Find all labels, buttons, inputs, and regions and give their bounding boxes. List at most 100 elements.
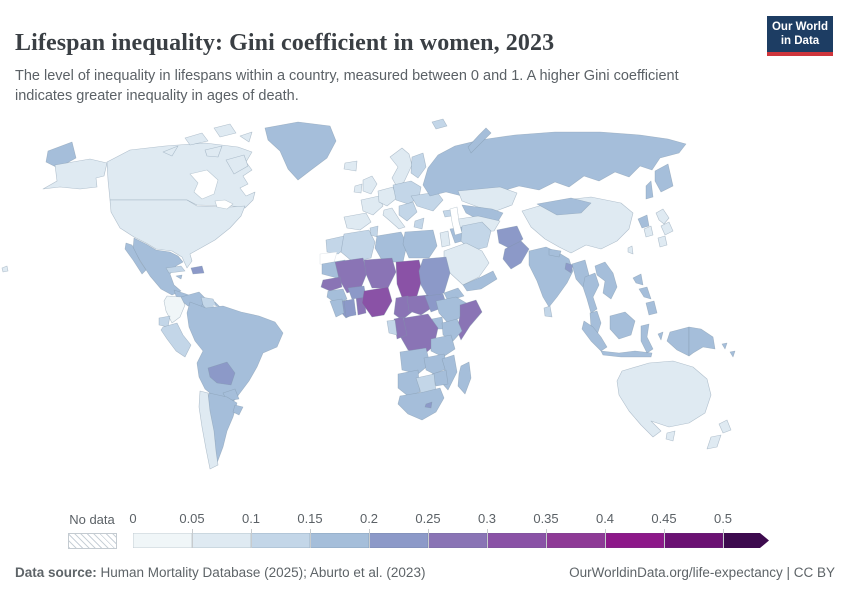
country-chad[interactable] — [395, 259, 424, 301]
country-western-europe[interactable] — [362, 175, 378, 195]
country-chile[interactable] — [198, 390, 219, 470]
country-levant[interactable] — [439, 230, 451, 248]
country-jamaica[interactable] — [175, 274, 183, 280]
legend-bin-0.25–0.3[interactable] — [428, 533, 487, 548]
country-united-states[interactable] — [1, 265, 9, 273]
country-united-states[interactable] — [109, 199, 246, 269]
country-solomon-islands[interactable] — [729, 350, 736, 358]
legend-bin->0.5[interactable] — [723, 533, 769, 548]
country-algeria[interactable] — [340, 229, 376, 263]
country-australia[interactable] — [665, 430, 676, 442]
country-kazakhstan[interactable] — [457, 186, 518, 212]
country-uruguay[interactable] — [232, 404, 244, 416]
country-canada[interactable] — [106, 142, 256, 209]
country-iran[interactable] — [460, 221, 492, 252]
country-namibia[interactable] — [397, 369, 421, 397]
legend-bin-0.35–0.4[interactable] — [546, 533, 605, 548]
country-canada[interactable] — [162, 145, 179, 157]
country-somalia[interactable] — [456, 299, 483, 341]
country-indonesia[interactable] — [657, 331, 664, 341]
legend-bin-0.1–0.15[interactable] — [251, 533, 310, 548]
country-eastern-europe[interactable] — [398, 201, 418, 222]
country-bangladesh[interactable] — [564, 262, 574, 274]
country-philippines[interactable] — [638, 286, 652, 300]
country-western-europe[interactable] — [343, 160, 358, 172]
country-niger[interactable] — [363, 257, 397, 289]
country-eritrea[interactable] — [443, 287, 465, 302]
legend-bin-0.05–0.1[interactable] — [192, 533, 251, 548]
country-indochina[interactable] — [594, 261, 618, 300]
country-indonesia[interactable] — [666, 326, 690, 357]
country-indonesia[interactable] — [600, 350, 653, 358]
country-canada[interactable] — [213, 123, 237, 138]
country-western-europe[interactable] — [353, 183, 363, 194]
country-dr-congo[interactable] — [399, 313, 439, 357]
legend-bin-0.45–0.5[interactable] — [664, 533, 723, 548]
country-libya[interactable] — [374, 231, 408, 263]
country-australia[interactable] — [616, 360, 712, 438]
country-novaya-zemlya[interactable] — [467, 127, 492, 154]
country-canada[interactable] — [225, 154, 249, 175]
country-mongolia[interactable] — [536, 197, 592, 216]
country-svalbard[interactable] — [431, 118, 448, 130]
country-sri-lanka[interactable] — [543, 305, 553, 318]
country-indonesia[interactable] — [609, 311, 636, 340]
country-tanzania[interactable] — [430, 334, 456, 358]
country-angola[interactable] — [399, 347, 431, 375]
country-new-zealand[interactable] — [718, 419, 732, 434]
country-papua-new-guinea[interactable] — [688, 326, 716, 357]
country-eastern-europe[interactable] — [413, 217, 425, 230]
country-greenland[interactable] — [264, 121, 337, 181]
country-canada[interactable] — [204, 145, 223, 158]
country-thailand[interactable] — [582, 272, 600, 314]
country-bolivia[interactable] — [207, 361, 236, 386]
country-finland[interactable] — [410, 152, 427, 179]
country-canada[interactable] — [239, 131, 253, 143]
country-ivory-coast[interactable] — [329, 298, 345, 318]
country-indonesia[interactable] — [581, 320, 608, 352]
country-western-europe[interactable] — [389, 147, 413, 188]
country-nigeria[interactable] — [361, 286, 393, 318]
country-senegal[interactable] — [320, 276, 343, 292]
country-nepal[interactable] — [548, 248, 562, 258]
country-western-europe[interactable] — [360, 195, 384, 216]
country-western-europe[interactable] — [377, 186, 398, 207]
country-hispaniola[interactable] — [190, 265, 205, 275]
country-taiwan[interactable] — [627, 245, 634, 255]
country-philippines[interactable] — [632, 273, 644, 286]
country-japan[interactable] — [657, 235, 668, 248]
country-peru[interactable] — [160, 322, 192, 358]
legend-bin-0–0.05[interactable] — [133, 533, 192, 548]
country-pakistan[interactable] — [502, 240, 530, 270]
country-north-korea[interactable] — [637, 214, 650, 229]
country-japan[interactable] — [655, 208, 670, 225]
license-link[interactable]: OurWorldinData.org/life-expectancy | CC … — [569, 565, 835, 580]
country-mexico[interactable] — [124, 242, 147, 275]
country-western-europe[interactable] — [382, 207, 406, 230]
country-russia[interactable] — [645, 180, 654, 200]
legend-bin-0.15–0.2[interactable] — [310, 533, 369, 548]
owid-logo[interactable]: Our World in Data — [767, 16, 833, 56]
country-south-africa[interactable] — [397, 387, 445, 421]
country-lesotho[interactable] — [424, 401, 433, 409]
legend-no-data-swatch[interactable] — [68, 533, 117, 549]
country-japan[interactable] — [660, 221, 674, 236]
country-russia[interactable] — [654, 163, 674, 193]
country-united-states[interactable] — [42, 158, 108, 190]
legend-bin-0.4–0.45[interactable] — [605, 533, 664, 548]
country-tunisia[interactable] — [369, 225, 379, 238]
country-yemen-oman[interactable] — [462, 270, 498, 292]
country-gabon[interactable] — [386, 319, 398, 336]
country-new-zealand[interactable] — [706, 434, 722, 450]
country-cuba[interactable] — [165, 265, 186, 274]
legend-bin-0.3–0.35[interactable] — [487, 533, 546, 548]
country-egypt[interactable] — [402, 229, 438, 259]
country-south-korea[interactable] — [643, 225, 654, 238]
country-madagascar[interactable] — [457, 361, 472, 395]
country-indonesia[interactable] — [640, 323, 654, 354]
country-india[interactable] — [528, 246, 574, 308]
legend-bin-0.2–0.25[interactable] — [369, 533, 428, 548]
country-ghana[interactable] — [343, 298, 357, 318]
country-western-europe[interactable] — [343, 212, 372, 231]
country-philippines[interactable] — [645, 300, 658, 316]
